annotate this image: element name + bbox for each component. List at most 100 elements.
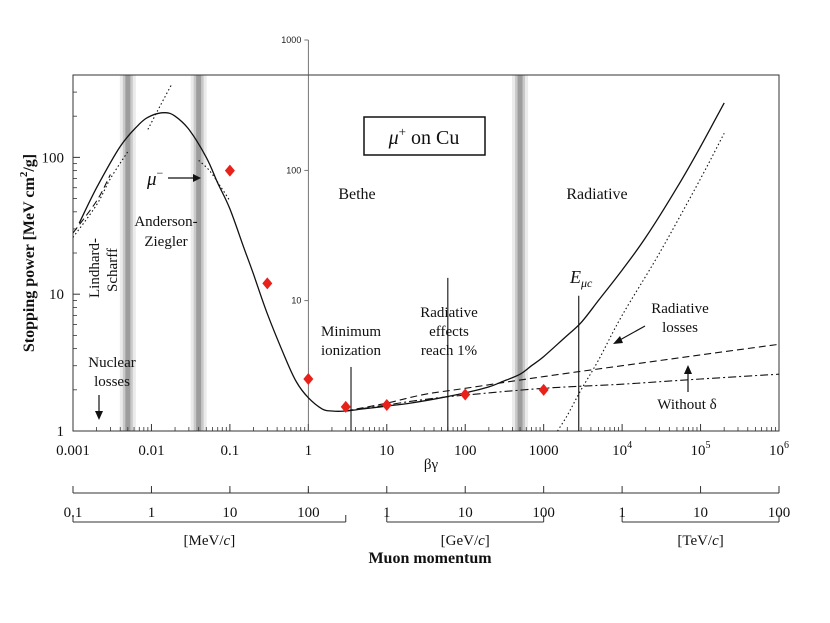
title-sup: + (399, 124, 406, 139)
momentum-unit-end-0: ] (230, 533, 235, 549)
momentum-tick-label-1-0: 1 (383, 505, 391, 521)
momentum-tick-label-2-0: 1 (618, 505, 626, 521)
momentum-unit-plain-0: [MeV/ (184, 533, 225, 549)
region-band-2 (512, 75, 529, 431)
data-point-2 (303, 372, 314, 385)
critical-energy-symbol: E (569, 267, 581, 287)
lindhard-scharff-line-2: Scharff (105, 248, 121, 292)
x-tick-label-9: 106 (769, 440, 789, 459)
x-tick-label-1: 0.01 (138, 443, 164, 459)
momentum-unit-italic-0: c (224, 533, 231, 549)
region-band-1 (193, 75, 204, 431)
region-band-0 (122, 75, 133, 431)
momentum-unit-2: [TeV/c] (677, 533, 723, 549)
momentum-unit-plain-2: [TeV/ (677, 533, 713, 549)
data-point-3 (340, 400, 351, 413)
mu-minus-sup: − (157, 166, 164, 180)
x-axis: 0.001 0.01 0.1 1 10 100 1000 104 105 106 (56, 424, 789, 459)
title-symbol: μ (388, 127, 399, 149)
data-point-5 (460, 388, 471, 401)
radiative-losses-label: Radiative losses (651, 301, 709, 336)
region-band-0 (125, 75, 131, 431)
x-tick-sup-9: 6 (784, 440, 789, 451)
x-tick-label-8: 105 (691, 440, 711, 459)
y-axis-title-end: /g] (21, 154, 38, 173)
without-delta-arrowhead (684, 365, 692, 374)
data-point-0 (224, 164, 235, 177)
radiative-effects-line-1: Radiative (420, 305, 478, 321)
region-boundary-bands (119, 75, 529, 431)
y-axis-title-sup: 2 (18, 171, 30, 177)
momentum-tick-label-0-2: 10 (222, 505, 237, 521)
lindhard-scharff-label: Lindhard- Scharff (87, 238, 121, 298)
y-axis-title: Stopping power [MeV cm2/g] (18, 154, 38, 352)
anderson-ziegler-line-2: Ziegler (144, 234, 187, 250)
data-point-1 (262, 277, 273, 290)
y-tick-label-2: 100 (42, 150, 65, 166)
minimum-ionization-line-2: ionization (321, 343, 381, 359)
x-tick-sup-8: 5 (706, 440, 711, 451)
lindhard-scharff-line-1: Lindhard- (87, 238, 103, 298)
radiative-losses-arrowhead (613, 336, 623, 344)
y-axis: 1 10 100 (42, 74, 80, 440)
nuclear-losses-line-1: Nuclear (88, 355, 135, 371)
inner-tick-label-1: 100 (286, 165, 301, 175)
mu-minus-symbol: μ (146, 169, 157, 190)
radiative-losses-line-1: Radiative (651, 301, 709, 317)
minimum-ionization-label: Minimum ionization (321, 324, 381, 359)
anderson-ziegler-line-1: Anderson- (134, 214, 197, 230)
momentum-unit-italic-1: c (478, 533, 485, 549)
inner-tick-label-2: 1000 (281, 35, 301, 45)
series-lindhard-scharff-dashed- (73, 174, 111, 234)
momentum-tick-label-1-1: 10 (458, 505, 473, 521)
radiative-effects-label: Radiative effects reach 1% (420, 305, 478, 359)
region-band-2 (515, 75, 526, 431)
momentum-tick-label-0-0: 0.1 (64, 505, 83, 521)
y-axis-title-main: Stopping power [MeV cm (21, 176, 38, 352)
nuclear-losses-line-2: losses (94, 374, 130, 390)
chart-title: μ+ on Cu (388, 124, 460, 149)
series-total-stopping-power (78, 102, 725, 412)
x-tick-label-0: 0.001 (56, 443, 90, 459)
series-without- (345, 373, 779, 412)
momentum-unit-1: [GeV/c] (441, 533, 490, 549)
mu-minus-label: μ− (146, 166, 164, 190)
momentum-unit-italic-2: c (712, 533, 719, 549)
critical-energy-label: Eμc (569, 267, 593, 290)
series-ionization-with- (345, 343, 779, 412)
y-tick-label-1: 10 (49, 287, 64, 303)
momentum-unit-0: [MeV/c] (184, 533, 236, 549)
x-tick-label-7: 104 (612, 440, 632, 459)
radiative-effects-line-2: effects (429, 324, 469, 340)
region-band-1 (196, 75, 202, 431)
title-text: on Cu (406, 127, 459, 149)
series-anderson-ziegler-low-energy-fit (147, 84, 172, 130)
bethe-region-label: Bethe (338, 186, 375, 203)
momentum-tick-label-2-2: 100 (768, 505, 791, 521)
momentum-tick-label-2-1: 10 (693, 505, 708, 521)
without-delta-label: Without δ (657, 397, 716, 413)
x-tick-sup-7: 4 (627, 440, 632, 451)
title-box (363, 116, 486, 156)
x-tick-label-4: 10 (379, 443, 394, 459)
mu-minus-arrowhead (193, 174, 201, 182)
radiative-losses-arrow (617, 325, 646, 342)
region-band-2 (517, 75, 523, 431)
momentum-unit-end-1: ] (485, 533, 490, 549)
x-tick-label-3: 1 (305, 443, 313, 459)
inner-y-axis: 10 100 1000 (281, 35, 309, 431)
y-tick-label-0: 1 (57, 424, 65, 440)
x-tick-label-6: 1000 (529, 443, 559, 459)
momentum-tick-label-0-1: 1 (148, 505, 156, 521)
radiative-effects-line-3: reach 1% (421, 343, 477, 359)
data-point-4 (381, 398, 392, 411)
x-tick-label-2: 0.1 (221, 443, 240, 459)
x-tick-label-5: 100 (454, 443, 477, 459)
data-point-6 (538, 383, 549, 396)
critical-energy-sub: μc (580, 276, 593, 290)
momentum-unit-end-2: ] (719, 533, 724, 549)
minimum-ionization-line-1: Minimum (321, 324, 381, 340)
radiative-losses-line-2: losses (662, 320, 698, 336)
data-markers (224, 164, 549, 413)
